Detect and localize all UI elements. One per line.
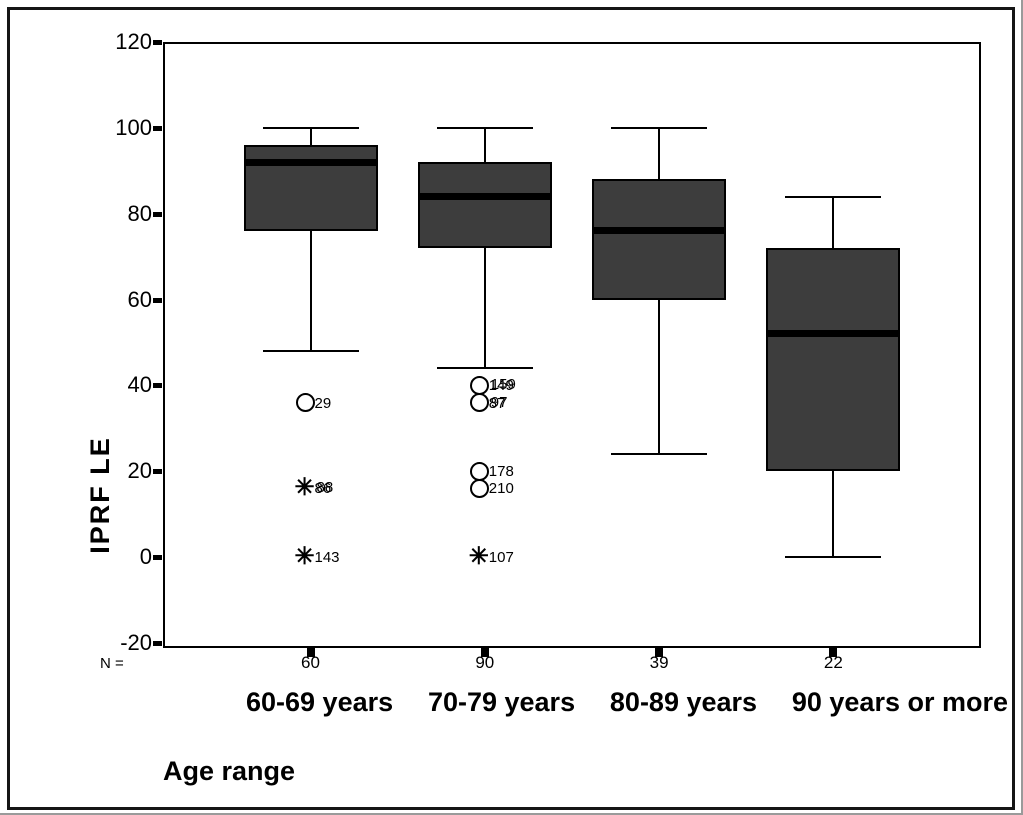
outlier-asterisk-marker: ✳ bbox=[468, 543, 489, 571]
outlier-case-label: 210 bbox=[488, 480, 514, 498]
y-tick-mark bbox=[153, 211, 162, 217]
median-line bbox=[766, 330, 901, 338]
outlier-case-label: 143 bbox=[314, 549, 340, 567]
median-line bbox=[417, 193, 552, 201]
y-tick-mark bbox=[153, 383, 162, 389]
whisker-upper-line bbox=[658, 127, 661, 180]
x-tick-mark bbox=[655, 648, 664, 657]
whisker-upper-line bbox=[483, 127, 486, 163]
y-tick-label: 40 bbox=[127, 372, 152, 398]
n-value: 39 bbox=[649, 653, 669, 672]
whisker-upper-cap bbox=[262, 126, 359, 129]
x-tick-mark bbox=[829, 648, 838, 657]
outlier-circle-marker bbox=[469, 375, 489, 395]
category-labels-row: 60-69 years 70-79 years 80-89 years 90 year… bbox=[246, 687, 1008, 718]
y-tick-label: 60 bbox=[127, 286, 152, 312]
n-value: 90 bbox=[475, 653, 495, 672]
category-label: 60-69 years bbox=[246, 687, 394, 717]
outlier-case-label: 107 bbox=[488, 549, 514, 567]
y-tick-mark bbox=[153, 297, 162, 303]
whisker-lower-line bbox=[309, 230, 312, 352]
outlier-circle-marker bbox=[469, 461, 489, 481]
y-tick-mark bbox=[153, 125, 162, 131]
whisker-lower-cap bbox=[436, 367, 533, 370]
outlier-case-label: 86 bbox=[314, 480, 332, 498]
y-tick-mark bbox=[153, 641, 162, 646]
iqr-box bbox=[766, 248, 901, 472]
y-tick-label: 100 bbox=[115, 114, 152, 140]
y-tick-mark bbox=[153, 40, 162, 45]
whisker-lower-line bbox=[658, 299, 661, 455]
whisker-upper-cap bbox=[436, 126, 533, 129]
outlier-case-label: 88 bbox=[316, 479, 334, 497]
outlier-case-label: 29 bbox=[314, 394, 332, 412]
x-axis-title: Age range bbox=[163, 756, 296, 786]
outlier-circle-marker bbox=[295, 393, 315, 413]
iqr-box bbox=[592, 179, 727, 300]
category-label: 70-79 years bbox=[427, 687, 576, 717]
outlier-case-label: 178 bbox=[488, 463, 514, 481]
y-tick-label: 0 bbox=[139, 544, 152, 570]
whisker-upper-line bbox=[309, 127, 312, 145]
outlier-circle-marker bbox=[469, 478, 489, 498]
y-tick-mark bbox=[153, 555, 162, 561]
x-tick-mark bbox=[480, 648, 489, 657]
whisker-upper-cap bbox=[785, 195, 882, 198]
n-value: 60 bbox=[301, 653, 320, 672]
n-equals-label: N = bbox=[100, 655, 124, 672]
whisker-upper-cap bbox=[611, 126, 708, 129]
y-tick-label: 20 bbox=[127, 458, 152, 484]
whisker-upper-line bbox=[832, 196, 835, 249]
outlier-case-label: 87 bbox=[488, 394, 506, 412]
whisker-lower-cap bbox=[262, 350, 359, 353]
outlier-circle-marker bbox=[469, 393, 489, 413]
iqr-box bbox=[417, 162, 552, 249]
outlier-case-label: 159 bbox=[490, 376, 516, 394]
whisker-lower-cap bbox=[785, 556, 882, 559]
outlier-case-label: 149 bbox=[488, 377, 514, 395]
n-value: 22 bbox=[823, 653, 843, 672]
outlier-asterisk-marker: ✳ bbox=[294, 543, 315, 571]
outlier-asterisk-marker: ✳ bbox=[294, 474, 315, 502]
y-tick-label: -20 bbox=[120, 630, 152, 655]
category-label: 80-89 years bbox=[609, 687, 758, 717]
y-tick-label: 80 bbox=[127, 200, 152, 226]
y-tick-label: 120 bbox=[115, 29, 152, 54]
median-line bbox=[592, 227, 727, 235]
x-tick-mark bbox=[306, 648, 315, 657]
whisker-lower-line bbox=[483, 248, 486, 369]
median-line bbox=[243, 158, 378, 166]
whisker-lower-cap bbox=[611, 453, 708, 456]
category-label: 90 years or more bbox=[791, 687, 1008, 717]
outlier-case-label: 97 bbox=[490, 393, 508, 411]
whisker-lower-line bbox=[832, 471, 835, 558]
y-tick-mark bbox=[153, 469, 162, 475]
